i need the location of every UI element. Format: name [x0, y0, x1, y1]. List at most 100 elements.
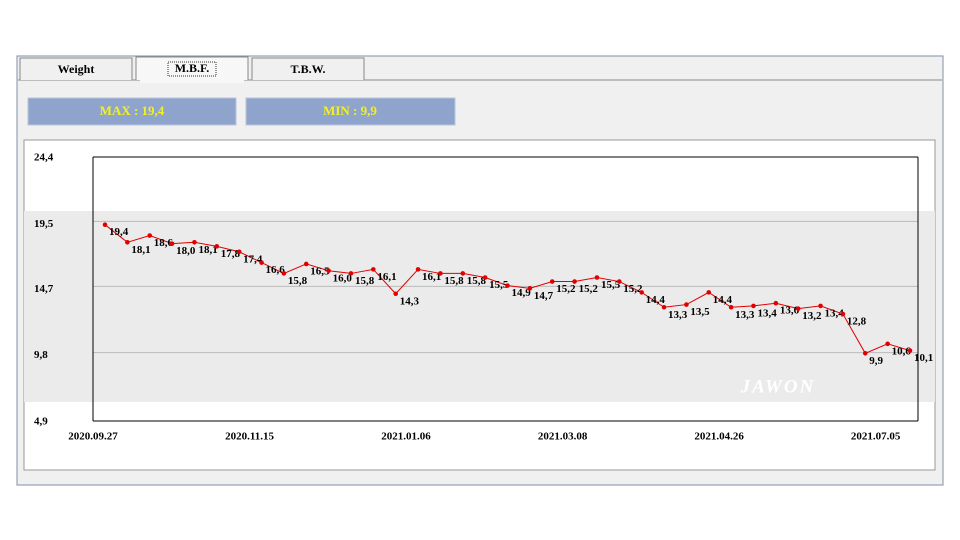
data-label: 14,7 [534, 290, 554, 302]
data-label: 13,2 [802, 310, 822, 322]
data-label: 13,3 [668, 309, 688, 321]
data-label: 19,4 [109, 226, 129, 238]
min-box [245, 97, 456, 126]
data-label: 17,4 [243, 253, 263, 265]
point [303, 261, 309, 267]
data-label: 15,8 [467, 275, 487, 287]
data-label: 13,5 [690, 306, 710, 318]
watermark: JAWON [740, 376, 816, 397]
y-tick-label: 24,4 [34, 152, 54, 164]
data-label: 15,8 [444, 275, 464, 287]
point [549, 279, 555, 284]
data-label: 13,6 [780, 305, 800, 317]
point [840, 311, 846, 317]
point [147, 233, 153, 238]
data-label: 16,1 [422, 271, 441, 283]
data-label: 13,3 [735, 309, 755, 321]
data-label: 10,6 [892, 345, 912, 357]
data-label: 14,9 [512, 287, 532, 299]
max-label: MAX : 19,4 [100, 103, 165, 118]
data-label: 14,4 [646, 294, 666, 306]
data-label: 9,9 [869, 355, 883, 367]
point [706, 290, 712, 295]
point [236, 249, 242, 255]
data-label: 18,0 [176, 245, 196, 257]
x-tick-label: 2020.11.15 [225, 431, 274, 443]
point [169, 241, 175, 246]
point [102, 222, 108, 227]
point [460, 271, 466, 276]
tab-label[interactable]: Weight [58, 62, 95, 76]
plot: 4,9 9,8 14,7 19,5 24,4 2020.09.27 2020.11.15 20… [34, 152, 933, 443]
tab-label[interactable]: M.B.F. [175, 61, 210, 75]
tab[interactable] [19, 57, 133, 80]
x-tick-label: 2021.04.26 [694, 431, 744, 443]
x-tick-label: 2021.01.06 [381, 431, 431, 443]
focus-ring [167, 61, 217, 77]
data-label: 13,4 [757, 307, 777, 319]
point [415, 267, 421, 272]
point [773, 300, 779, 306]
x-tick-label: 2021.07.05 [851, 431, 901, 443]
point [862, 351, 868, 356]
point [125, 239, 130, 245]
data-label: 16,0 [333, 272, 353, 284]
point [348, 271, 354, 276]
point [885, 341, 890, 347]
point [192, 239, 197, 245]
data-label: 16,5 [310, 265, 330, 277]
data-label: 18,1 [131, 244, 150, 256]
point [728, 304, 734, 310]
x-tick-label: 2020.09.27 [68, 431, 118, 443]
data-label: 16,6 [266, 264, 286, 276]
data-label: 16,1 [377, 271, 396, 283]
y-tick-label: 14,7 [34, 283, 54, 295]
max-box [27, 97, 237, 126]
data-label: 13,4 [825, 307, 845, 319]
point [371, 267, 376, 272]
point [594, 275, 600, 280]
data-label: 15,5 [601, 279, 621, 291]
point [639, 290, 644, 295]
x-tick-label: 2021.03.08 [538, 431, 588, 443]
point [527, 286, 533, 291]
data-label: 14,4 [713, 294, 733, 306]
point [505, 283, 510, 288]
data-label: 15,2 [579, 283, 599, 295]
data-label: 17,8 [221, 248, 241, 260]
point [795, 306, 801, 311]
tab-gap [140, 80, 244, 83]
y-tick-label: 4,9 [34, 416, 48, 428]
point [326, 268, 331, 274]
band [24, 211, 935, 402]
point [393, 291, 398, 297]
data-label: 15,2 [556, 283, 576, 295]
data-label: 18,6 [154, 237, 174, 249]
y-tick-label: 9,8 [34, 349, 48, 361]
point [818, 303, 823, 309]
min-label: MIN : 9,9 [323, 103, 377, 118]
data-label: 15,8 [288, 275, 308, 287]
point [438, 271, 443, 276]
tab-label[interactable]: T.B.W. [290, 62, 325, 76]
data-label: 15,5 [489, 279, 509, 291]
point [281, 271, 287, 276]
tab[interactable] [251, 57, 365, 80]
point [482, 275, 488, 280]
data-label: 14,3 [400, 295, 420, 307]
point [572, 279, 577, 284]
data-label: 12,8 [847, 316, 867, 328]
point [214, 244, 220, 249]
point [259, 260, 264, 265]
tab-active[interactable] [135, 56, 249, 80]
data-label: 15,2 [623, 283, 643, 295]
point [751, 303, 756, 309]
point [684, 302, 689, 307]
data-label: 15,8 [355, 275, 375, 287]
point [907, 348, 913, 353]
point [617, 279, 622, 284]
point [661, 304, 667, 310]
data-label: 18,1 [198, 244, 217, 256]
data-label: 10,1 [914, 352, 933, 364]
